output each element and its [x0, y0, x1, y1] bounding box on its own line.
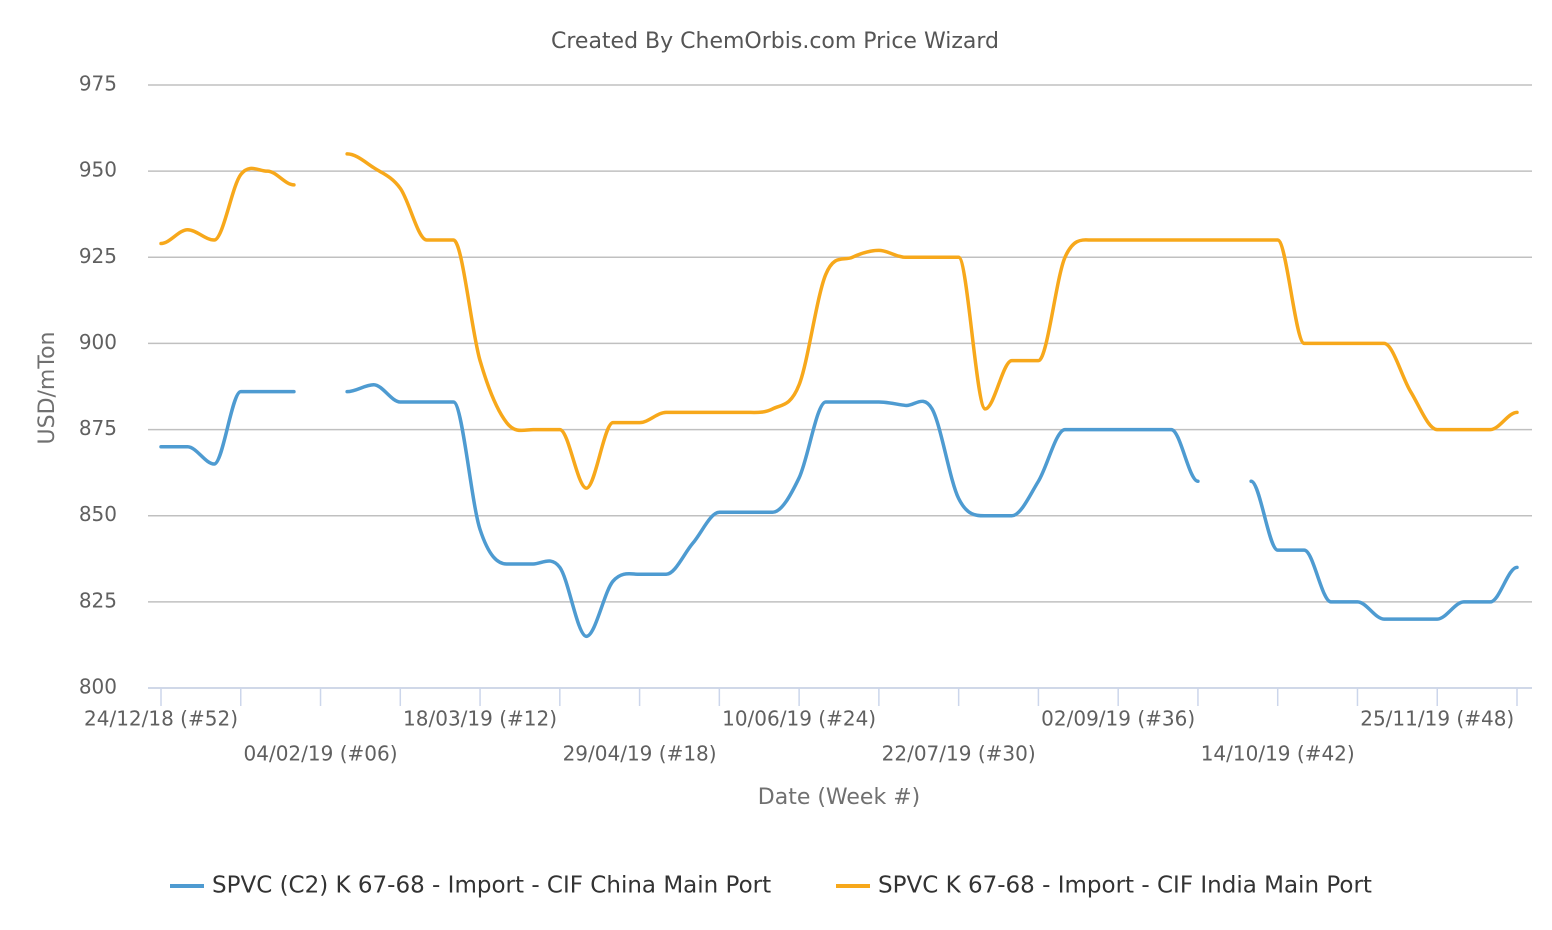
y-axis-title: USD/mTon — [35, 332, 60, 445]
x-tick-label: 14/10/19 (#42) — [1201, 742, 1355, 766]
y-tick-label: 825 — [79, 588, 117, 612]
series-line — [159, 383, 1519, 639]
x-tick-label: 18/03/19 (#12) — [403, 707, 557, 731]
x-axis-title: Date (Week #) — [758, 785, 920, 810]
legend-label: SPVC (C2) K 67-68 - Import - CIF China M… — [212, 873, 771, 899]
x-tick-label: 29/04/19 (#18) — [563, 742, 717, 766]
y-tick-label: 800 — [79, 675, 117, 699]
x-tick-label: 10/06/19 (#24) — [722, 707, 876, 731]
x-tick-label: 22/07/19 (#30) — [882, 742, 1036, 766]
chart-title: Created By ChemOrbis.com Price Wizard — [551, 29, 999, 54]
y-tick-label: 925 — [79, 244, 117, 268]
x-tick-label: 04/02/19 (#06) — [244, 742, 398, 766]
y-tick-label: 850 — [79, 502, 117, 526]
legend-label: SPVC K 67-68 - Import - CIF India Main P… — [878, 873, 1372, 899]
x-tick-label: 25/11/19 (#48) — [1360, 707, 1514, 731]
series-line — [159, 152, 1519, 490]
x-tick-label: 24/12/18 (#52) — [84, 707, 238, 731]
y-tick-label: 950 — [79, 158, 117, 182]
y-tick-label: 900 — [79, 330, 117, 354]
y-tick-label: 975 — [79, 72, 117, 96]
x-tick-label: 02/09/19 (#36) — [1041, 707, 1195, 731]
y-tick-label: 875 — [79, 416, 117, 440]
